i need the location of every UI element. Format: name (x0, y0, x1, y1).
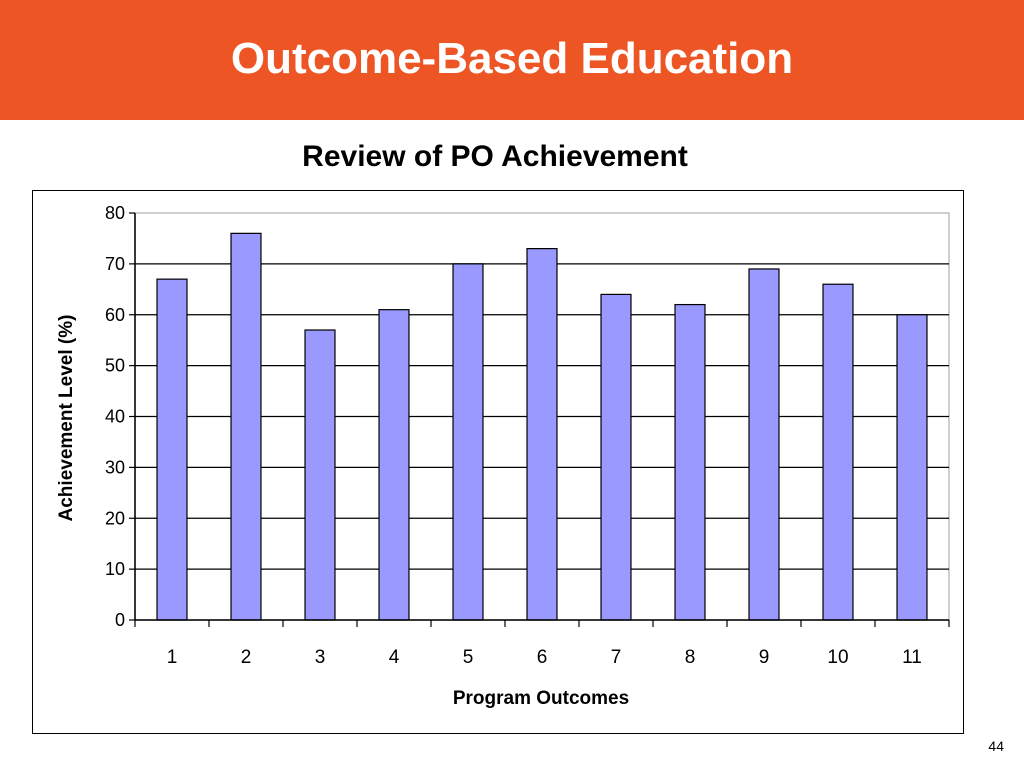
y-tick-label: 80 (105, 203, 125, 223)
bar-po-1 (156, 278, 188, 621)
x-tick-label: 9 (759, 647, 770, 668)
x-tick-label: 3 (315, 647, 326, 668)
x-tick-label: 7 (611, 647, 622, 668)
y-tick-label: 70 (105, 254, 125, 274)
bar-po-3 (304, 329, 336, 621)
y-tick-label: 40 (105, 407, 125, 427)
bar-po-9 (748, 268, 780, 621)
page-number: 44 (988, 738, 1004, 754)
header-bar (0, 0, 1024, 120)
bar-po-11 (896, 314, 928, 621)
bar-po-5 (452, 263, 484, 621)
x-tick-label: 6 (537, 647, 548, 668)
y-tick-label: 60 (105, 305, 125, 325)
bar-po-6 (526, 248, 558, 621)
x-tick-label: 11 (902, 647, 922, 668)
x-tick-label: 1 (167, 647, 178, 668)
x-tick-label: 2 (241, 647, 252, 668)
bar-po-2 (230, 232, 262, 621)
y-tick-label: 20 (105, 508, 125, 528)
y-tick-label: 10 (105, 559, 125, 579)
slide-title: Outcome-Based Education (230, 34, 794, 83)
y-tick-label: 50 (105, 356, 125, 376)
bar-po-8 (674, 303, 706, 621)
y-axis-label: Achievement Level (%) (56, 315, 77, 522)
x-tick-label: 10 (827, 647, 848, 668)
y-tick-label: 0 (115, 610, 125, 630)
bar-po-7 (600, 293, 632, 621)
y-tick-label: 30 (105, 457, 125, 477)
bar-po-10 (822, 283, 854, 621)
x-tick-label: 8 (685, 647, 696, 668)
bar-po-4 (378, 309, 410, 621)
chart-title: Review of PO Achievement (302, 140, 688, 173)
x-tick-label: 4 (389, 647, 400, 668)
x-tick-label: 5 (463, 647, 474, 668)
x-axis-label: Program Outcomes (453, 688, 629, 709)
